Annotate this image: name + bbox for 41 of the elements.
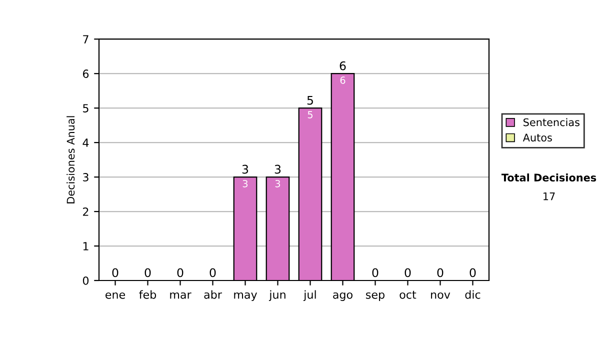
total-label: 5 [307, 96, 313, 105]
y-tick-label: 3 [83, 173, 88, 182]
x-tick-label: sep [366, 292, 384, 301]
data-label: 3 [242, 180, 248, 188]
total-label: 0 [112, 268, 118, 278]
y-tick-label: 7 [83, 35, 88, 44]
legend-label: Sentencias [524, 118, 580, 126]
x-tick-label: mar [170, 292, 192, 299]
text: 17 [544, 192, 555, 200]
total-label: 0 [372, 268, 378, 278]
total-label: 0 [437, 268, 444, 278]
total-label: 6 [340, 61, 346, 70]
y-tick-label: 0 [82, 276, 89, 285]
text: Total Decisiones [501, 173, 596, 182]
x-tick-label: nov [431, 292, 450, 299]
y-tick-label: 6 [82, 70, 89, 78]
x-tick-label: jun [268, 290, 286, 301]
data-label: 5 [308, 111, 312, 118]
total-label: 3 [274, 164, 281, 174]
total-label: 0 [470, 268, 476, 278]
y-axis-title: Decisiones Anual [66, 116, 75, 204]
x-tick-label: dic [465, 290, 480, 299]
x-tick-label: may [234, 292, 258, 301]
data-label: 3 [275, 180, 280, 188]
y-tick-label: 4 [82, 138, 89, 147]
y-tick-label: 5 [83, 104, 88, 112]
total-label: 0 [404, 268, 411, 278]
total-label: 0 [177, 268, 184, 278]
total-label: 0 [144, 268, 151, 278]
x-tick-label: ene [106, 292, 126, 299]
x-tick-label: jul [303, 290, 316, 301]
total-label: 3 [242, 164, 248, 174]
x-tick-label: feb [139, 290, 156, 299]
x-tick-label: oct [400, 290, 416, 299]
legend-label: Autos [522, 134, 552, 142]
x-tick-label: ago [333, 292, 352, 301]
y-tick-label: 1 [83, 242, 88, 250]
x-tick-label: abr [204, 290, 222, 299]
data-label: 6 [340, 76, 346, 84]
total-label: 0 [210, 268, 216, 278]
y-tick-label: 2 [83, 208, 88, 216]
